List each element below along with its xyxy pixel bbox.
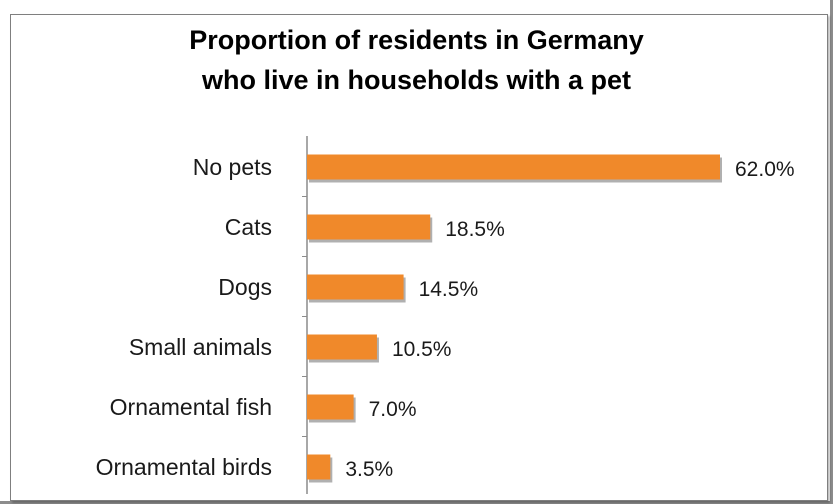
value-label: 7.0% — [369, 398, 417, 421]
chart-title-line-2: who live in households with a pet — [201, 65, 632, 95]
value-label: 14.5% — [419, 278, 479, 301]
category-label: Dogs — [218, 274, 272, 300]
category-label: Small animals — [129, 334, 272, 360]
chart-title-line-1: Proportion of residents in Germany — [189, 25, 644, 55]
bar-cats — [307, 214, 431, 240]
chart-area — [10, 14, 828, 501]
bar-small-animals — [307, 334, 377, 360]
value-label: 18.5% — [445, 218, 505, 241]
bar-dogs — [307, 274, 404, 300]
category-label: No pets — [193, 154, 272, 180]
bar-ornamental-birds — [307, 454, 331, 480]
bar-ornamental-fish — [307, 394, 354, 420]
category-label: Ornamental fish — [110, 394, 272, 420]
category-label: Cats — [225, 214, 272, 240]
category-label: Ornamental birds — [96, 454, 272, 480]
value-label: 10.5% — [392, 338, 452, 361]
bar-no-pets — [307, 154, 720, 180]
chart-title: Proportion of residents in Germany who l… — [0, 20, 833, 100]
value-label: 3.5% — [345, 458, 393, 481]
value-label: 62.0% — [735, 158, 795, 181]
